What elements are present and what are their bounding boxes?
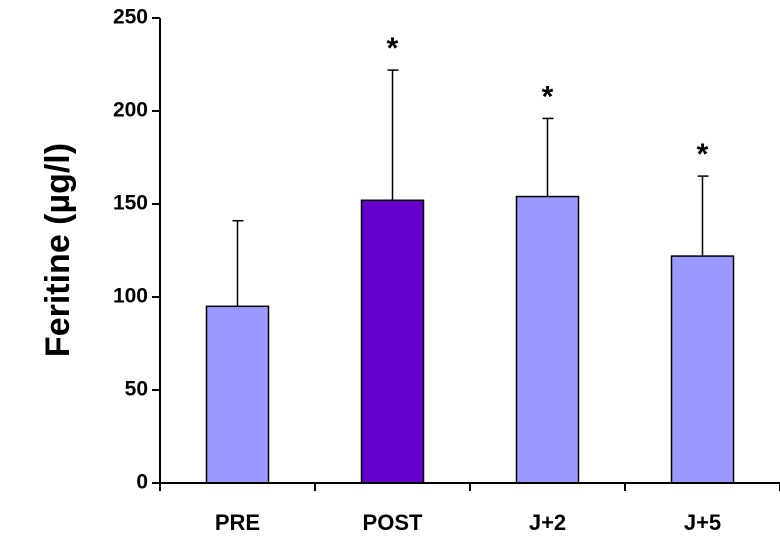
- x-axis: PRE POST J+2 J+5: [159, 482, 780, 535]
- significance-marker: *: [542, 80, 554, 113]
- bar-pre: [205, 305, 270, 484]
- x-tick-label: PRE: [215, 510, 260, 535]
- y-tick-label: 150: [113, 192, 148, 215]
- y-tick-label: 0: [136, 471, 148, 494]
- y-tick-label: 250: [113, 6, 148, 29]
- y-tick-label: 100: [113, 285, 148, 308]
- x-tick-label: J+2: [529, 510, 566, 535]
- y-tick-label: 200: [113, 99, 148, 122]
- significance-marker: *: [387, 32, 399, 65]
- y-axis: 0 50 100 150 200 250: [113, 6, 161, 494]
- bars: * * *: [205, 32, 735, 484]
- y-axis-label: Feritine (µg/l): [39, 143, 77, 357]
- significance-marker: *: [697, 138, 709, 171]
- bar-j-2: [515, 195, 580, 484]
- bar-j-5: [670, 255, 735, 484]
- y-tick-label: 50: [125, 378, 148, 401]
- x-tick-label: POST: [363, 510, 423, 535]
- x-tick-label: J+5: [684, 510, 721, 535]
- bar-post: [360, 199, 425, 484]
